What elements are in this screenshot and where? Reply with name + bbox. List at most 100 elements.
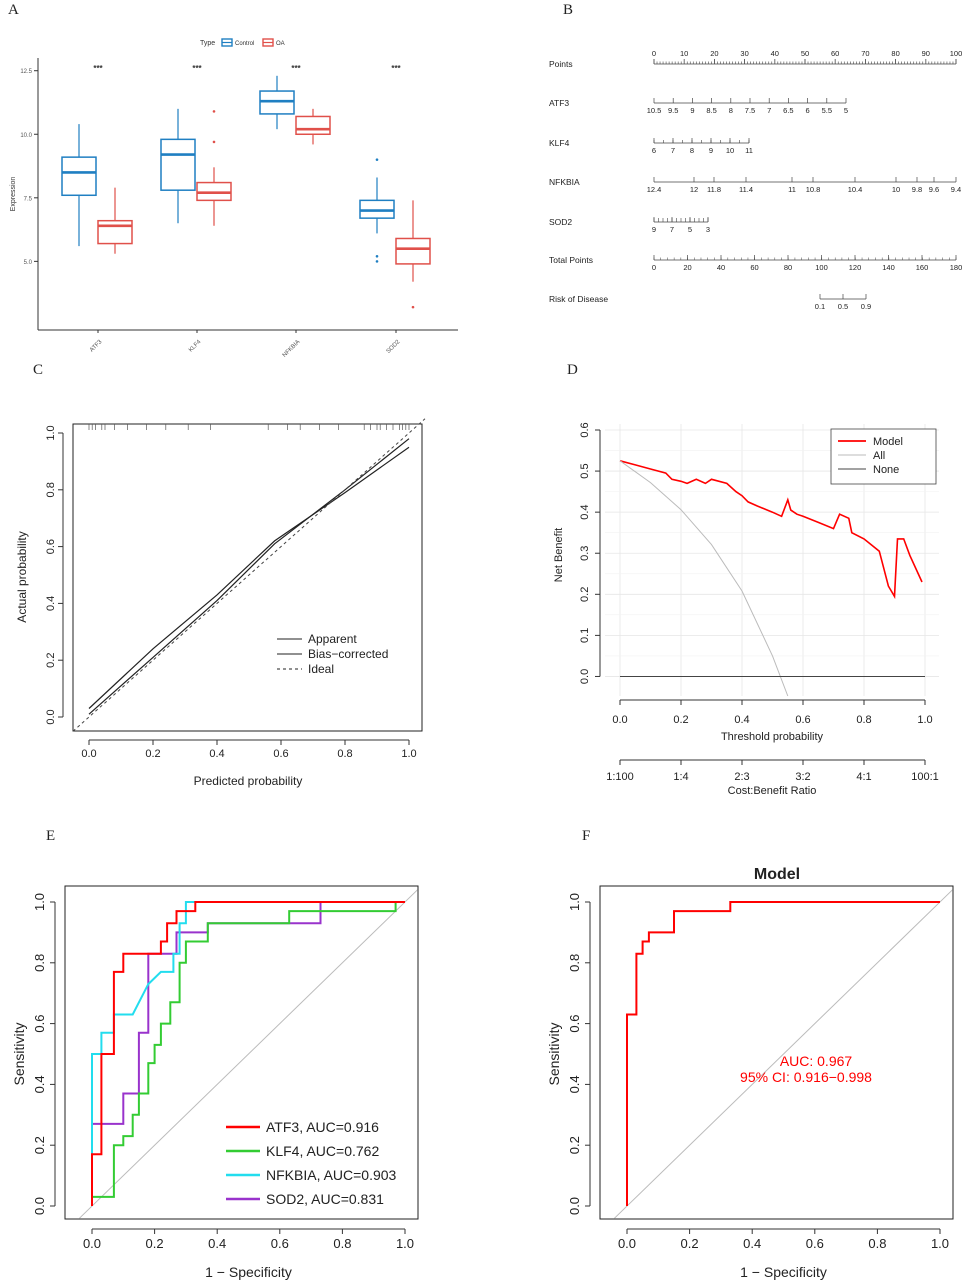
y-tick-label: 1.0 bbox=[32, 893, 47, 911]
y-axis-label: Sensitivity bbox=[546, 1022, 562, 1085]
x-tick-label: 0.8 bbox=[333, 1236, 351, 1251]
calibration-line-apparent bbox=[88, 446, 410, 709]
x-tick-label: 0.2 bbox=[681, 1236, 699, 1251]
box-body bbox=[61, 156, 97, 197]
significance-marker: *** bbox=[192, 64, 202, 73]
plot-frame bbox=[599, 885, 954, 1220]
y-tick-label: 0.8 bbox=[45, 482, 57, 497]
box-body bbox=[295, 115, 331, 136]
tick-label: 11 bbox=[788, 185, 796, 194]
tick-label: 180 bbox=[950, 263, 963, 272]
y-tick-label: 0.6 bbox=[45, 539, 57, 554]
tick-label: 160 bbox=[916, 263, 929, 272]
panel-letter-a: A bbox=[8, 2, 19, 18]
tick-label: 7.5 bbox=[745, 106, 755, 115]
legend-label: OA bbox=[276, 41, 285, 47]
tick-label: 10.5 bbox=[647, 106, 662, 115]
box-klf4-oa bbox=[196, 110, 232, 226]
plot-frame bbox=[72, 423, 423, 732]
outlier-point bbox=[375, 158, 379, 161]
y-tick-label: 0.8 bbox=[567, 954, 582, 972]
row-label: Points bbox=[549, 59, 573, 69]
legend: Model All None bbox=[830, 428, 937, 485]
legend: ATF3, AUC=0.916 KLF4, AUC=0.762 NFKBIA, AU… bbox=[223, 1114, 417, 1216]
x2-tick-label: 3:2 bbox=[795, 771, 810, 783]
legend-title: Type bbox=[200, 40, 215, 47]
y-tick-label: 7.5 bbox=[24, 196, 33, 202]
nomogram-row-klf4: KLF4 6 7 8 9 10 11 bbox=[549, 138, 753, 155]
decision-curve-panel-d: 0.0 0.2 0.4 0.6 0.8 1.0 0.0 0.1 0.2 0.3 0.4 0.5 0.6 T… bbox=[553, 422, 939, 797]
y-axis-label: Sensitivity bbox=[11, 1022, 27, 1085]
tick-label: 10.4 bbox=[848, 185, 863, 194]
significance-marker: *** bbox=[391, 64, 401, 73]
tick-label: 80 bbox=[784, 263, 792, 272]
tick-label: 100 bbox=[950, 49, 963, 58]
x2-tick-label: 100:1 bbox=[911, 771, 939, 783]
tick-label: 6.5 bbox=[783, 106, 793, 115]
box-atf3-oa bbox=[97, 187, 133, 254]
x-tick-label: 1.0 bbox=[396, 1236, 414, 1251]
y-tick-label: 0.2 bbox=[45, 653, 57, 668]
x-tick-label-atf3: ATF3 bbox=[89, 339, 104, 354]
y-axis-label: Net Benefit bbox=[553, 528, 565, 582]
tick-label: 70 bbox=[861, 49, 869, 58]
box-body bbox=[160, 138, 196, 191]
tick-label: 0 bbox=[652, 49, 656, 58]
boxplot-panel-a: 5.0 7.5 10.0 12.5 Expression Type Control OA ATF… bbox=[10, 38, 458, 359]
outlier-point bbox=[411, 305, 415, 309]
x-tick-label: 1.0 bbox=[917, 714, 932, 726]
x-axis-label: 1 − Specificity bbox=[205, 1264, 292, 1280]
roc-panel-f: 0.0 0.2 0.4 0.6 0.8 1.0 0.0 0.2 0.4 0.6 0.8 1.0 1 − … bbox=[546, 866, 954, 1280]
tick-label: 0 bbox=[652, 263, 656, 272]
legend-label: Bias−corrected bbox=[308, 647, 388, 661]
tick-label: 5 bbox=[688, 225, 692, 234]
outlier-point bbox=[212, 110, 216, 113]
tick-label: 11.8 bbox=[707, 185, 721, 194]
tick-label: 7 bbox=[767, 106, 771, 115]
roc-line-model bbox=[626, 901, 940, 1206]
y-tick-label: 0.8 bbox=[32, 954, 47, 972]
tick-label: 9 bbox=[652, 225, 656, 234]
calibration-line-ideal bbox=[72, 418, 426, 732]
y-tick-label: 0.3 bbox=[579, 546, 591, 561]
tick-label: 12.4 bbox=[647, 185, 662, 194]
box-atf3-control bbox=[61, 124, 97, 247]
row-label: ATF3 bbox=[549, 98, 569, 108]
box-body bbox=[97, 219, 133, 245]
x-tick-label: 0.2 bbox=[146, 1236, 164, 1251]
significance-marker: *** bbox=[291, 64, 301, 73]
roc-line-klf4 bbox=[91, 902, 397, 1206]
box-sod2-control bbox=[359, 158, 395, 263]
tick-label: 20 bbox=[710, 49, 718, 58]
x2-tick-label: 1:4 bbox=[673, 771, 688, 783]
tick-label: 6 bbox=[652, 146, 656, 155]
tick-label: 50 bbox=[801, 49, 809, 58]
tick-label: 80 bbox=[891, 49, 899, 58]
y-tick-label: 0.4 bbox=[32, 1075, 47, 1093]
decision-line-model bbox=[619, 460, 923, 600]
x-tick-label: 0.8 bbox=[337, 748, 352, 760]
tick-label: 9.4 bbox=[951, 185, 961, 194]
tick-label: 60 bbox=[831, 49, 839, 58]
tick-label: 140 bbox=[882, 263, 895, 272]
legend-label: All bbox=[873, 450, 885, 462]
y-tick-label: 1.0 bbox=[567, 893, 582, 911]
box-body bbox=[395, 237, 431, 265]
x-tick-label: 0.2 bbox=[673, 714, 688, 726]
tick-label: 5 bbox=[844, 106, 848, 115]
decision-line-all bbox=[619, 460, 789, 697]
tick-label: 6 bbox=[806, 106, 810, 115]
x-tick-label-klf4: KLF4 bbox=[188, 339, 203, 354]
x-tick-label: 0.4 bbox=[208, 1236, 226, 1251]
chart-title: Model bbox=[754, 866, 800, 883]
legend-label: Ideal bbox=[308, 662, 334, 676]
panel-letter-b: B bbox=[563, 2, 574, 18]
box-sod2-oa bbox=[395, 200, 431, 309]
tick-label: 30 bbox=[740, 49, 748, 58]
legend-label: KLF4, AUC=0.762 bbox=[266, 1143, 379, 1159]
calibration-line-bias-corrected bbox=[88, 438, 410, 715]
y-tick-label: 0.0 bbox=[32, 1197, 47, 1215]
y-tick-label: 1.0 bbox=[45, 425, 57, 440]
